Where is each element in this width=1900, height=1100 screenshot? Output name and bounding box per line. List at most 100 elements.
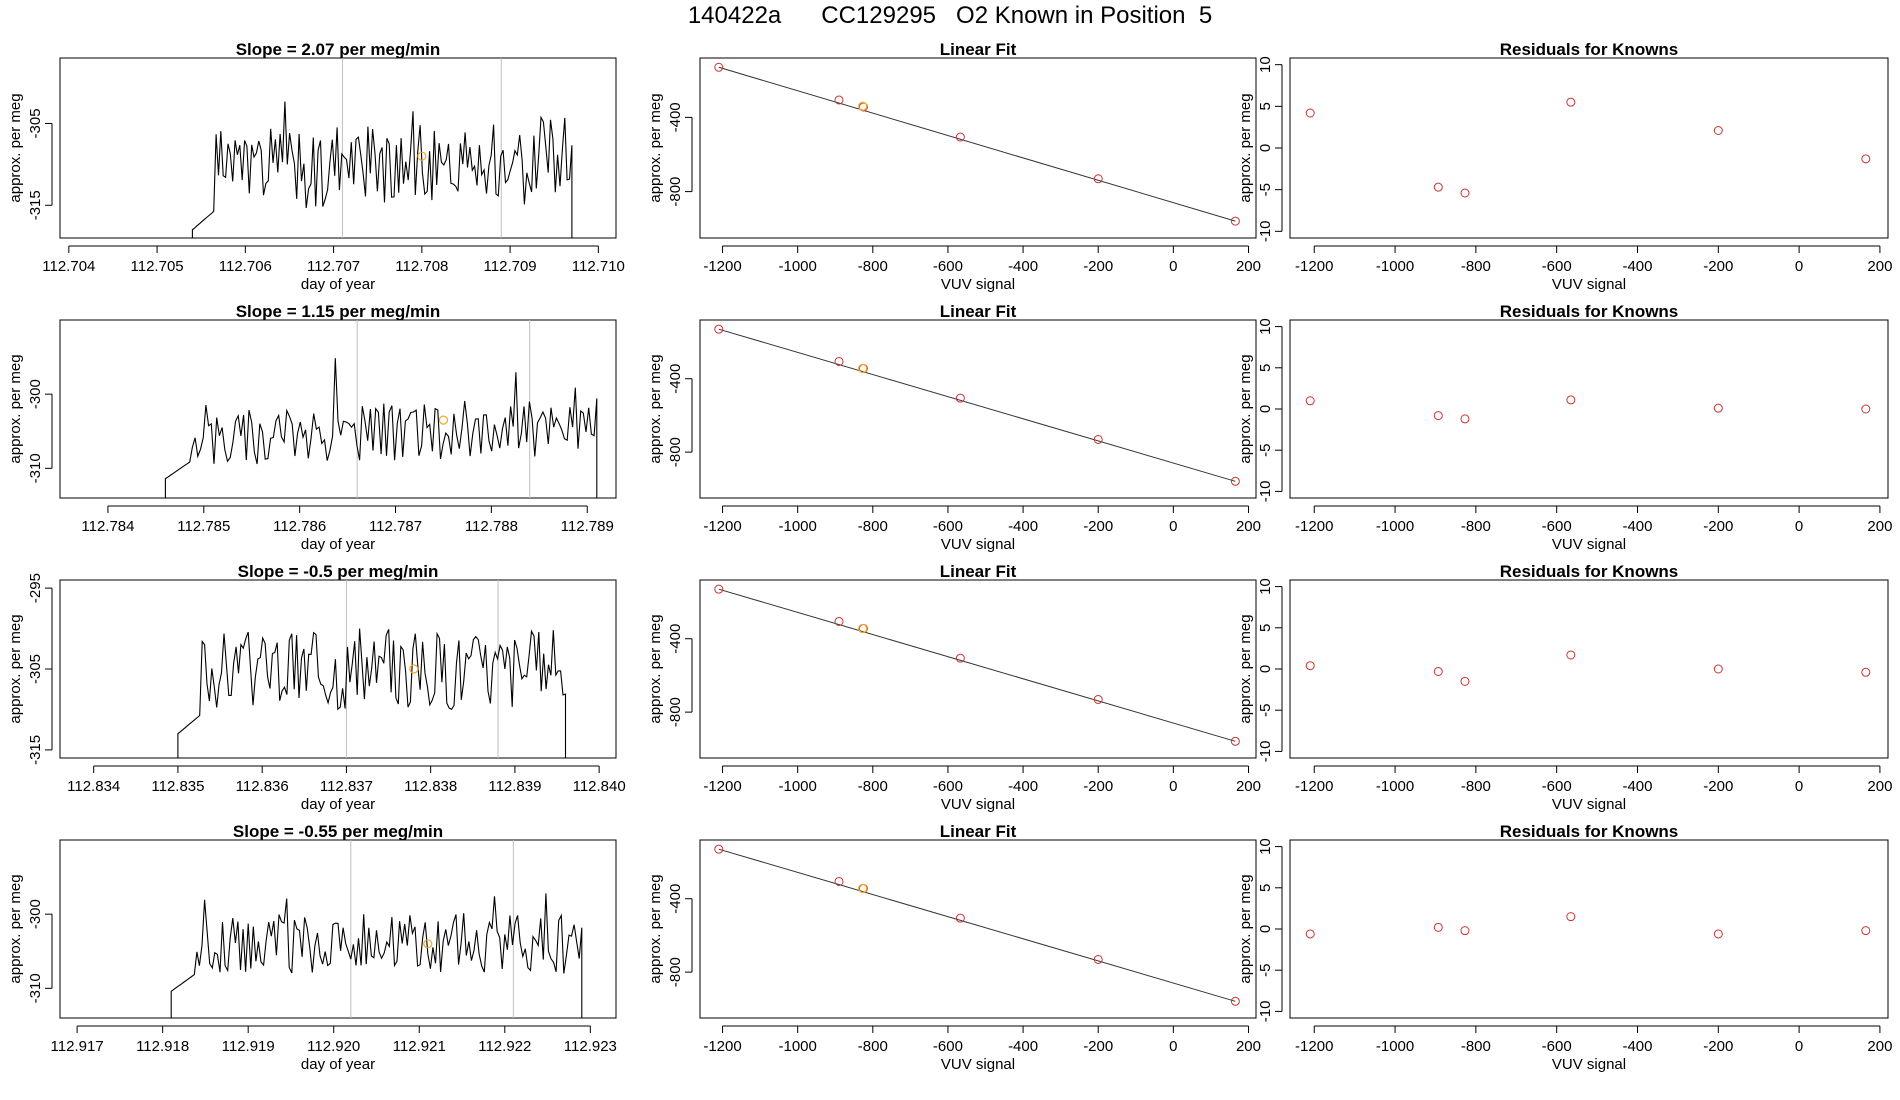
x-tick-label: -800 <box>858 518 888 535</box>
x-axis-label: day of year <box>301 796 375 813</box>
x-tick-label: 200 <box>1867 1038 1892 1055</box>
fit-data-point <box>834 616 844 626</box>
y-tick-label: 5 <box>1257 624 1274 632</box>
residual-plot-title: Residuals for Knowns <box>1500 302 1679 321</box>
residual-point <box>1460 188 1470 198</box>
residual-point <box>1460 926 1470 936</box>
time-plot-title: Slope = 1.15 per meg/min <box>236 302 441 321</box>
x-tick-label: 112.918 <box>136 1038 189 1055</box>
time-plot-frame <box>59 839 617 1019</box>
fit-plot-title: Linear Fit <box>940 822 1017 841</box>
x-tick-label: 112.785 <box>177 518 230 535</box>
highlight-point <box>417 151 427 161</box>
fit-line <box>718 328 1236 482</box>
x-tick-label: -1000 <box>1376 778 1414 795</box>
x-axis-label: day of year <box>301 276 375 293</box>
residual-plot-title: Residuals for Knowns <box>1500 40 1679 59</box>
residual-plot-title: Residuals for Knowns <box>1500 822 1679 841</box>
x-axis-label: VUV signal <box>1552 796 1626 813</box>
x-tick-label: 112.835 <box>151 778 204 795</box>
x-tick-label: -200 <box>1703 778 1733 795</box>
x-tick-label: 112.920 <box>307 1038 360 1055</box>
y-tick-label: -10 <box>1257 220 1274 242</box>
x-tick-label: -200 <box>1083 778 1113 795</box>
x-axis-label: day of year <box>301 1056 375 1073</box>
y-tick-label: 5 <box>1257 884 1274 892</box>
x-tick-label: -200 <box>1703 258 1733 275</box>
residual-point <box>1566 395 1576 405</box>
y-tick-label: -800 <box>667 177 684 207</box>
time-series-line <box>177 628 567 758</box>
fit-data-point <box>1093 954 1103 964</box>
x-tick-label: -1200 <box>703 258 741 275</box>
residual-point <box>1433 182 1443 192</box>
x-tick-label: -1000 <box>1376 258 1414 275</box>
fit-plot-title: Linear Fit <box>940 40 1017 59</box>
y-tick-label: -10 <box>1257 1001 1274 1023</box>
x-tick-label: -800 <box>1461 778 1491 795</box>
x-tick-label: 0 <box>1795 778 1803 795</box>
x-tick-label: 200 <box>1236 258 1261 275</box>
y-tick-label: -800 <box>667 957 684 987</box>
x-tick-label: -400 <box>1622 258 1652 275</box>
fit-data-point <box>1230 216 1240 226</box>
x-tick-label: 112.840 <box>573 778 626 795</box>
x-tick-label: -400 <box>1008 258 1038 275</box>
fit-plot-title: Linear Fit <box>940 562 1017 581</box>
x-tick-label: 112.710 <box>572 258 625 275</box>
x-tick-label: -200 <box>1083 258 1113 275</box>
x-tick-label: -800 <box>1461 518 1491 535</box>
x-tick-label: -200 <box>1703 518 1733 535</box>
fit-data-point <box>834 356 844 366</box>
x-tick-label: 0 <box>1169 518 1177 535</box>
residual-point <box>1566 912 1576 922</box>
x-tick-label: -600 <box>933 1038 963 1055</box>
highlight-point <box>409 664 419 674</box>
residual-point <box>1566 650 1576 660</box>
y-tick-label: -5 <box>1257 183 1274 196</box>
y-axis-label: approx. per meg <box>7 93 24 202</box>
x-tick-label: 112.837 <box>320 778 373 795</box>
x-tick-label: 112.708 <box>395 258 448 275</box>
x-tick-label: 112.917 <box>51 1038 104 1055</box>
x-axis-label: day of year <box>301 536 375 553</box>
x-tick-label: -600 <box>1542 258 1572 275</box>
x-tick-label: 112.923 <box>564 1038 617 1055</box>
fit-data-point <box>714 844 724 854</box>
x-axis-label: VUV signal <box>1552 536 1626 553</box>
x-tick-label: -200 <box>1083 518 1113 535</box>
x-tick-label: -400 <box>1622 518 1652 535</box>
fit-data-point <box>955 653 965 663</box>
x-tick-label: 112.709 <box>484 258 537 275</box>
y-tick-label: -295 <box>27 573 44 603</box>
y-tick-label: -5 <box>1257 704 1274 717</box>
residual-point <box>1566 97 1576 107</box>
residual-plot-frame <box>1289 839 1889 1019</box>
residual-point <box>1861 404 1871 414</box>
x-tick-label: 0 <box>1169 1038 1177 1055</box>
x-tick-label: -1000 <box>778 778 816 795</box>
x-tick-label: 112.839 <box>488 778 541 795</box>
x-tick-label: -600 <box>933 258 963 275</box>
residual-plot-frame <box>1289 319 1889 499</box>
time-plot-frame <box>59 319 617 499</box>
y-tick-label: 10 <box>1257 578 1274 595</box>
y-tick-label: 0 <box>1257 925 1274 933</box>
x-tick-label: -600 <box>933 518 963 535</box>
x-tick-label: -800 <box>858 778 888 795</box>
x-tick-label: 0 <box>1795 258 1803 275</box>
x-tick-label: 112.836 <box>236 778 289 795</box>
x-tick-label: -1200 <box>1295 1038 1333 1055</box>
y-tick-label: 0 <box>1257 405 1274 413</box>
x-tick-label: -600 <box>1542 778 1572 795</box>
residual-plot-title: Residuals for Knowns <box>1500 562 1679 581</box>
time-plot-title: Slope = -0.5 per meg/min <box>238 562 439 581</box>
residual-point <box>1713 664 1723 674</box>
x-tick-label: -400 <box>1008 1038 1038 1055</box>
time-plot-frame <box>59 57 617 239</box>
x-tick-label: 112.705 <box>131 258 184 275</box>
residual-point <box>1433 922 1443 932</box>
y-axis-label: approx. per meg <box>1237 874 1254 983</box>
x-tick-label: -400 <box>1008 778 1038 795</box>
residual-point <box>1305 108 1315 118</box>
